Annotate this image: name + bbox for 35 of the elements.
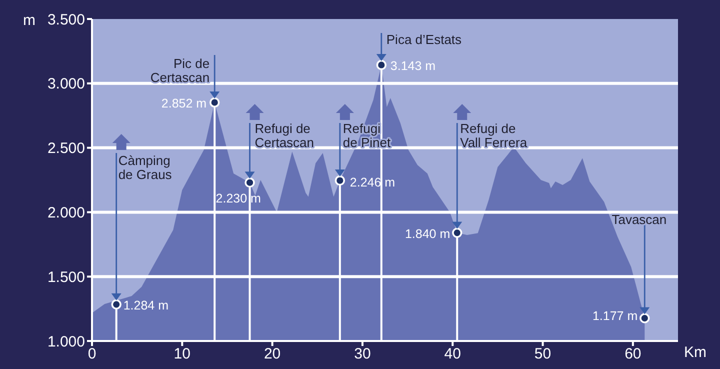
annotation: Tavascan <box>612 212 667 227</box>
x-tick-label: 10 <box>174 346 190 363</box>
annotation: Refugi de Certascan <box>254 121 314 150</box>
y-tick-label: 2.000 <box>47 204 85 222</box>
data-label: 1.840 m <box>404 226 450 241</box>
data-label: 3.143 m <box>390 58 436 73</box>
point <box>244 177 255 188</box>
data-label: 2.230 m <box>216 192 261 206</box>
annotation: Refugi de Vall Ferrera <box>460 121 528 150</box>
point <box>452 228 462 238</box>
point <box>640 313 650 324</box>
x-tick-label: 0 <box>88 346 96 363</box>
x-axis-title: Km <box>684 344 706 361</box>
data-label: 2.246 m <box>350 176 396 190</box>
x-tick-label: 60 <box>624 346 642 363</box>
point <box>111 299 122 310</box>
x-tick-label: 30 <box>354 346 371 363</box>
data-label: 1.284 m <box>123 298 169 312</box>
point <box>376 60 386 70</box>
annotation: Pica d’Estats <box>386 32 462 47</box>
x-tick-label: 50 <box>534 346 552 363</box>
y-tick-label: 1.000 <box>47 333 85 350</box>
y-axis-title: m <box>23 12 36 29</box>
y-tick-label: 1.500 <box>47 268 85 286</box>
annotation: Càmping de Graus <box>118 153 172 182</box>
data-label: 2.852 m <box>161 96 207 110</box>
annotation: Pic de Certascan <box>150 56 210 85</box>
y-tick-label: 2.500 <box>47 140 85 158</box>
y-tick-label: 3.500 <box>47 11 85 28</box>
x-tick-label: 20 <box>264 346 281 363</box>
x-tick-label: 40 <box>444 346 461 363</box>
point <box>334 175 346 186</box>
data-label: 1.177 m <box>592 309 638 324</box>
y-tick-label: 3.000 <box>47 76 85 93</box>
point <box>210 97 220 108</box>
